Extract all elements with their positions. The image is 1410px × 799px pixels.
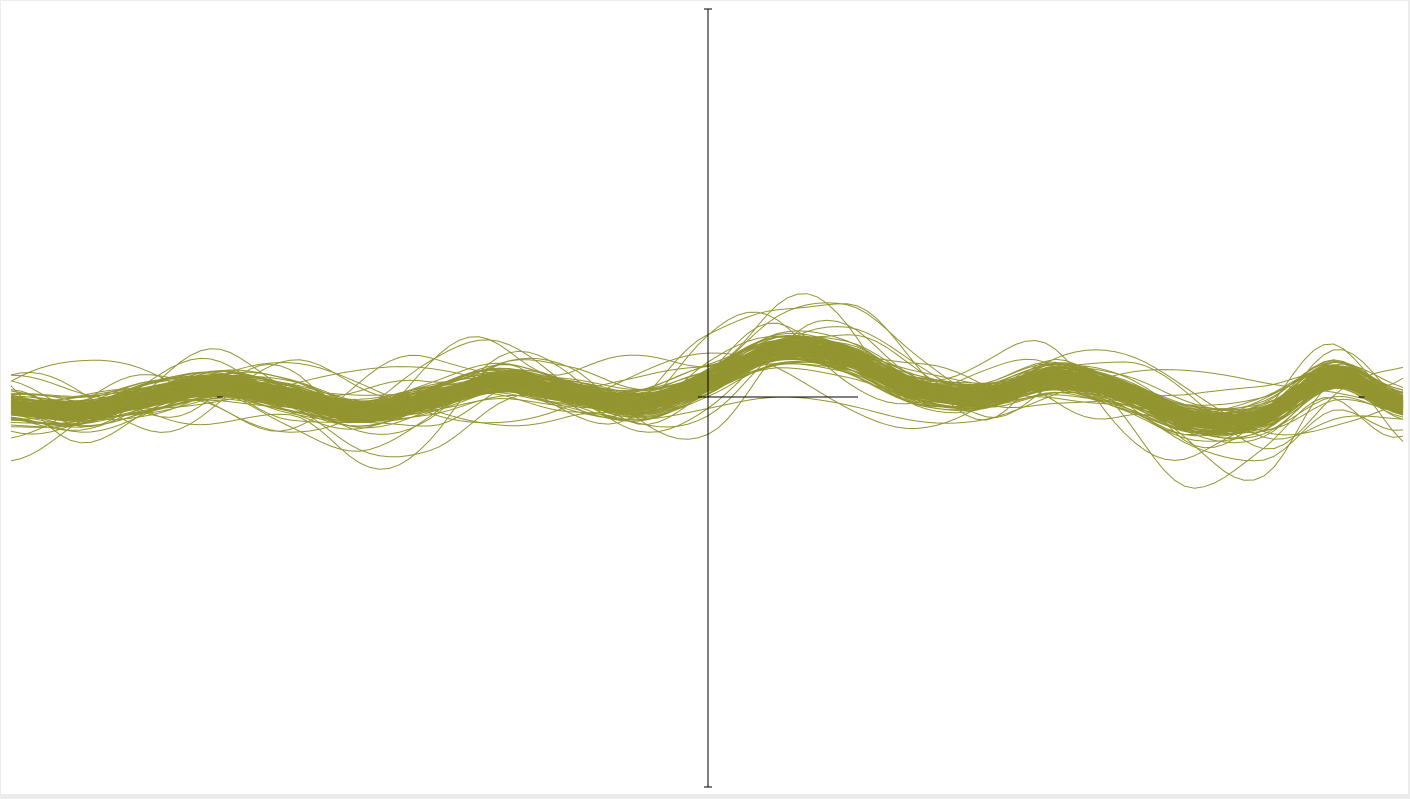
- curve-bundle: [10, 293, 1404, 489]
- axes: [217, 8, 1365, 788]
